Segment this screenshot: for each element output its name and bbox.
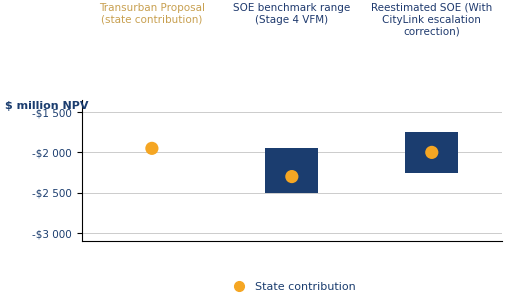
Legend: State contribution: State contribution [224,278,360,294]
Text: Transurban Proposal
(state contribution): Transurban Proposal (state contribution) [99,3,205,24]
Point [288,174,296,179]
Bar [405,132,458,173]
Point [428,150,436,155]
Text: $ million NPV: $ million NPV [5,101,89,111]
Bar [265,148,318,193]
Text: SOE benchmark range
(Stage 4 VFM): SOE benchmark range (Stage 4 VFM) [233,3,351,24]
Point [148,146,156,151]
Text: Reestimated SOE (With
CityLink escalation
correction): Reestimated SOE (With CityLink escalatio… [371,3,493,36]
